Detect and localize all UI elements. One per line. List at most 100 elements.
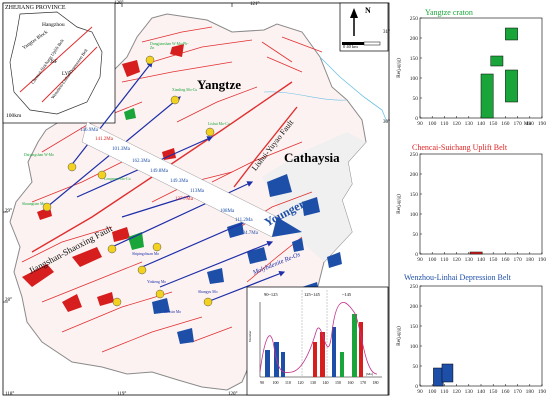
hist-range: ~145 — [342, 292, 352, 297]
inset-scale: 100km — [6, 113, 22, 119]
chart-title: Yangtze craton — [425, 8, 473, 17]
hist-xtick: 110 — [285, 380, 291, 385]
x-tick-label: 120 — [452, 257, 461, 263]
y-tick-label: 50 — [413, 232, 419, 238]
deposit-label: Lishui Mo-Cu — [208, 122, 230, 126]
y-tick-label: 0 — [415, 116, 418, 122]
age-label: 113Ma — [190, 189, 204, 194]
y-tick-label: 200 — [410, 36, 419, 42]
lat-label: 28° — [5, 298, 12, 303]
y-tick-label: 250 — [410, 284, 419, 290]
lyf-fault-line — [233, 106, 298, 188]
x-tick-label: 190 — [538, 121, 547, 127]
deposit-label: Shangyu Mo — [198, 290, 218, 294]
x-tick-label: 90 — [417, 121, 423, 127]
hist-range: 125~145 — [304, 292, 320, 297]
x-tick-label: 130 — [465, 389, 474, 395]
deposit-label: Yinkeng Mo — [147, 280, 167, 284]
x-tick-label: 110 — [440, 121, 448, 127]
x-tick-label: 120 — [452, 389, 461, 395]
data-box — [505, 69, 518, 103]
x-tick-label: 140 — [477, 121, 486, 127]
x-tick-label: 150 — [489, 389, 498, 395]
histogram-inset — [246, 286, 389, 396]
x-tick-label: 90 — [417, 257, 423, 263]
data-box — [441, 363, 454, 383]
hist-xunit: (Ma) — [366, 372, 373, 376]
deposit-label: Shipingchuan Mo — [132, 252, 160, 256]
lon-label: 118° — [5, 392, 15, 397]
deposit-label: Shuangtian Mo — [22, 202, 46, 206]
data-box — [505, 27, 518, 41]
x-tick-label: 190 — [538, 389, 547, 395]
hist-xtick: 160 — [347, 380, 354, 385]
lat-label: 30° — [383, 120, 390, 125]
geologic-map: ZHEJIANG PROVINCE Hangzhou Yangtze Block… — [2, 1, 390, 400]
x-tick-label: 190 — [538, 257, 547, 263]
x-tick-label: 180 — [526, 121, 535, 127]
hist-xticks: 90 100 110 120 130 140 150 160 170 180 — [252, 380, 388, 388]
lon-label: 121° — [250, 2, 260, 7]
y-axis-label: Re(μg/g) — [395, 194, 402, 214]
x-tick-label: 180 — [526, 389, 535, 395]
x-tick-label: 100 — [428, 257, 437, 263]
x-tick-label: 130 — [465, 121, 474, 127]
deposit-label: Longmen Mo-Cu — [104, 177, 131, 181]
bay-line — [263, 91, 348, 101]
y-tick-label: 150 — [410, 192, 419, 198]
map-svg — [2, 2, 390, 396]
inset-map — [2, 2, 116, 124]
inset-city-label: Hangzhou — [42, 22, 65, 28]
hist-xtick: 90 — [260, 380, 264, 385]
y-tick-label: 150 — [410, 324, 419, 330]
x-tick-label: 130 — [465, 257, 474, 263]
coastline — [319, 56, 388, 123]
x-tick-label: 140 — [477, 257, 486, 263]
hist-xtick: 150 — [335, 380, 341, 385]
cathaysia-shade — [262, 132, 366, 262]
x-tick-label: 140 — [477, 389, 486, 395]
y-tick-label: 250 — [410, 152, 419, 158]
deposit-label: Zhuxin Mo — [164, 310, 182, 314]
y-tick-label: 50 — [413, 364, 419, 370]
y-tick-label: 100 — [410, 212, 419, 218]
data-box — [490, 55, 504, 67]
x-tick-label: 110 — [440, 389, 448, 395]
deposit-label: Dongjianshan W-Mo-Pb-Zn — [150, 42, 189, 50]
plot-frame — [419, 153, 543, 255]
age-label: 141.2Ma — [95, 137, 113, 142]
x-tick-label: 120 — [452, 121, 461, 127]
hist-xtick: 180 — [372, 380, 379, 385]
chart-panel-yangtze: Yangtze craton 0 50 100 150 200 250 90 100 110 12… — [392, 0, 550, 134]
x-tick-label: 180 — [526, 257, 535, 263]
hist-xtick: 140 — [322, 380, 329, 385]
age-label: 162.3Ma — [132, 159, 150, 164]
y-tick-label: 50 — [413, 96, 419, 102]
north-arrow — [339, 2, 389, 52]
y-tick-label: 200 — [410, 304, 419, 310]
age-label: 149.8Ma — [150, 169, 168, 174]
y-tick-label: 0 — [415, 252, 418, 258]
y-tick-label: 100 — [410, 76, 419, 82]
data-box — [480, 73, 494, 119]
x-tick-label: 90 — [417, 389, 423, 395]
y-tick-label: 100 — [410, 344, 419, 350]
hist-xtick: 170 — [360, 380, 366, 385]
y-tick-label: 150 — [410, 56, 419, 62]
y-axis-label: Re(μg/g) — [395, 326, 402, 346]
hist-range: 90~125 — [264, 292, 278, 297]
x-tick-label: 170 — [513, 389, 522, 395]
age-label: 101.3Ma — [112, 147, 130, 152]
chart-title: Wenzhou-Linhai Depression Belt — [404, 273, 511, 282]
age-label: 104.7Ma — [240, 231, 258, 236]
x-tick-label: 160 — [501, 257, 510, 263]
inset-province-label: ZHEJIANG PROVINCE — [5, 5, 66, 11]
x-tick-label: 150 — [489, 121, 498, 127]
age-label: 137.7Ma — [175, 197, 193, 202]
y-tick-label: 0 — [415, 384, 418, 390]
x-tick-label: 100 — [428, 389, 437, 395]
scale-text: 0 40 km — [343, 44, 358, 49]
hist-xtick: 120 — [297, 380, 304, 385]
